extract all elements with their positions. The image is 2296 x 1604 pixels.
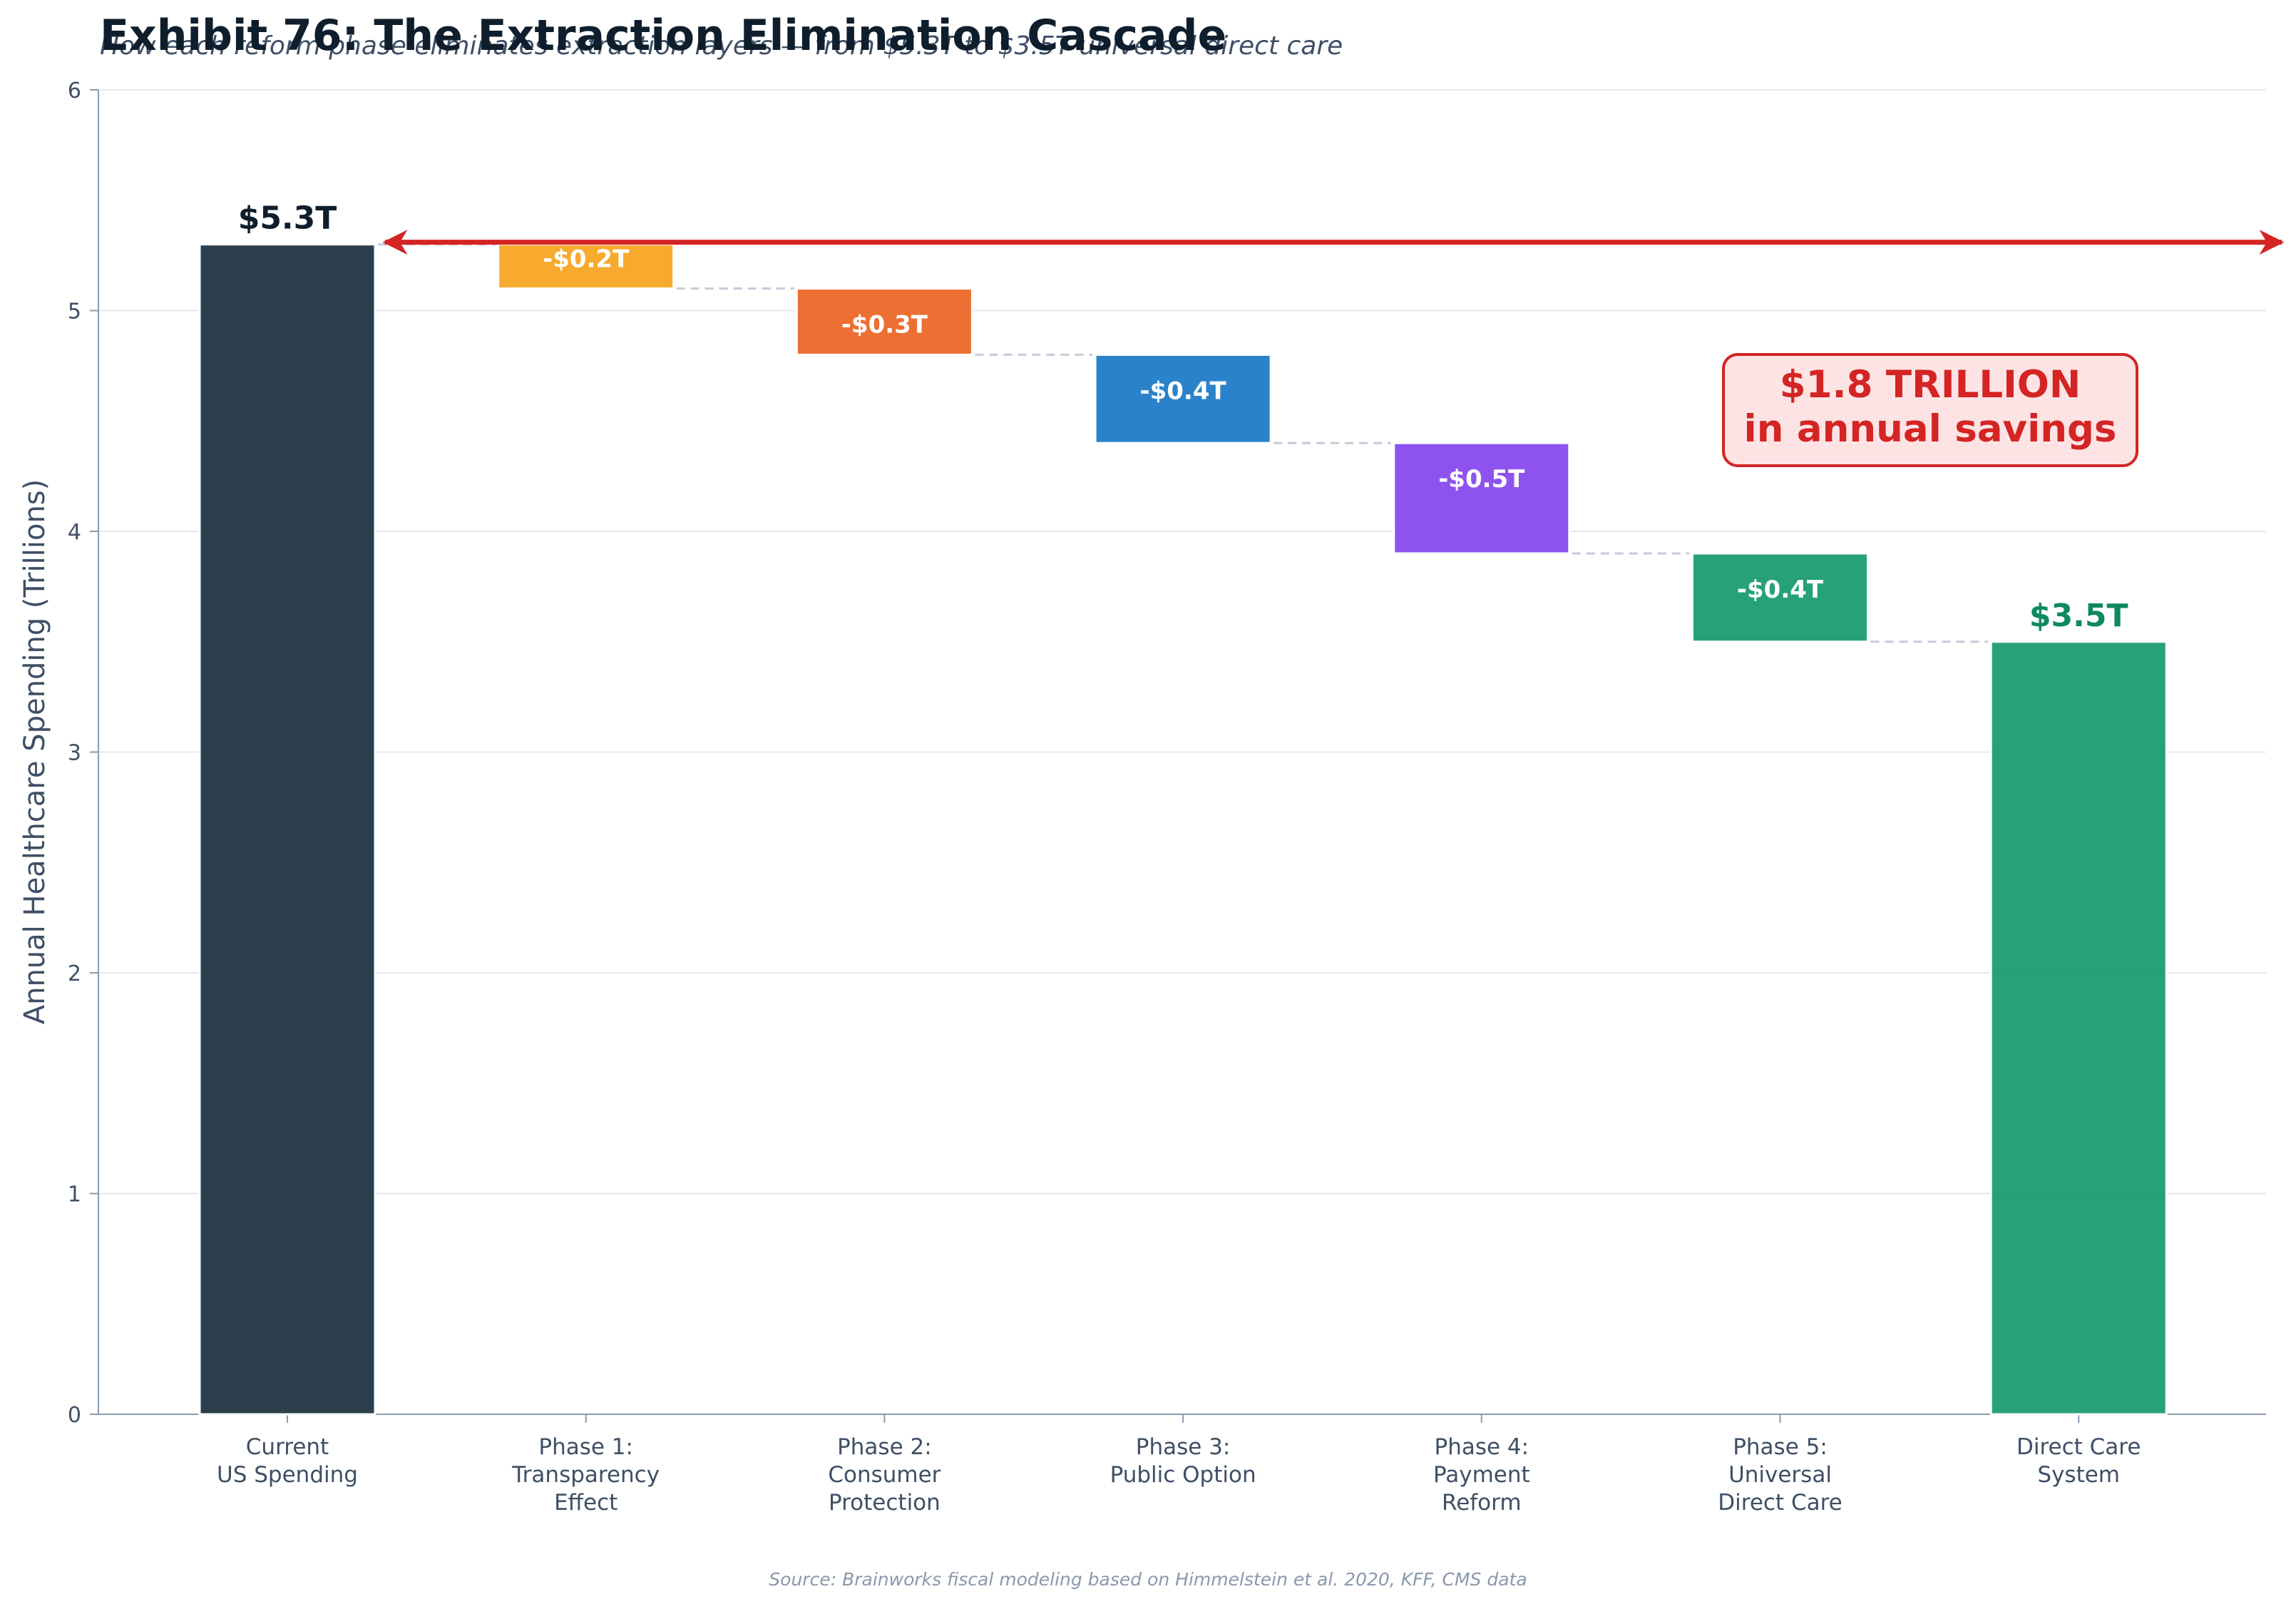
source-note: Source: Brainworks fiscal modeling based… [769,1569,1527,1590]
total-bar [198,243,376,1416]
total-value-label: $3.5T [2029,598,2128,634]
savings-callout-text: $1.8 TRILLION [1780,363,2081,407]
total-bar [1989,640,2168,1416]
grid-lines [98,89,2266,1415]
delta-value-label: -$0.4T [1139,377,1226,405]
savings-callout-text: in annual savings [1744,407,2117,451]
delta-value-label: -$0.2T [543,245,630,274]
y-tick-label: 6 [68,78,81,103]
bars [198,243,2168,1416]
chart-subtitle: How each reform phase eliminates extract… [100,31,1343,61]
delta-bar [1393,441,1571,555]
savings-callout-box [1722,353,2138,467]
y-tick-label: 2 [68,961,81,986]
y-tick-label: 3 [68,741,81,766]
y-axis-label: Annual Healthcare Spending (Trillions) [19,479,51,1025]
y-tick-label: 5 [68,300,81,325]
delta-bar [1691,552,1869,643]
bar-labels: $5.3T -$0.2T -$0.3T -$0.4T -$0.5T -$0.4T $3.5T [238,200,2128,634]
delta-value-label: -$0.3T [841,311,928,339]
x-tick-label: Phase 4: Payment Reform [1433,1434,1530,1516]
delta-value-label: -$0.4T [1737,576,1824,604]
y-tick-label: 1 [68,1182,81,1207]
x-tick-label: Phase 2: Consumer Protection [828,1434,941,1516]
axes: 0 1 2 3 4 5 6 Current US Spending Phase 1: Transpa… [68,78,2266,1516]
total-value-label: $5.3T [238,200,337,237]
x-tick-label: Direct Care System [2016,1434,2141,1488]
x-tick-label: Current US Spending [217,1434,358,1488]
x-tick-label: Phase 5: Universal Direct Care [1718,1434,1842,1516]
delta-value-label: -$0.5T [1438,465,1525,494]
x-tick-label: Phase 3: Public Option [1110,1434,1256,1488]
delta-bar [795,287,973,356]
chart-text: How each reform phase eliminates extract… [19,11,1527,1590]
y-tick-label: 4 [68,520,81,545]
x-tick-label: Phase 1: Transparency Effect [511,1434,660,1516]
chart-title: Exhibit 76: The Extraction Elimination C… [100,11,1226,61]
y-tick-label: 0 [68,1403,81,1428]
delta-bar [1094,353,1272,444]
